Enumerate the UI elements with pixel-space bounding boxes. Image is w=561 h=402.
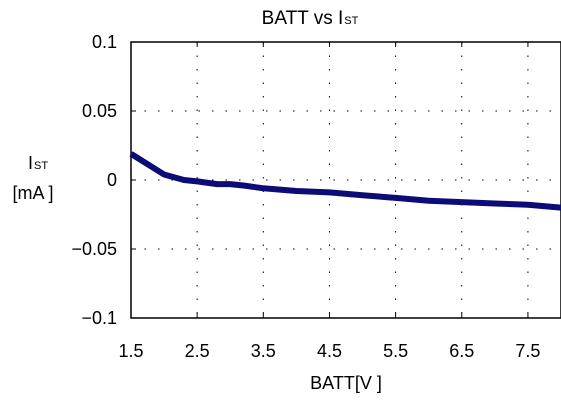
x-tick-label: 2.5	[185, 341, 210, 361]
chart-title-subscript: ST	[344, 15, 358, 27]
series-line	[129, 151, 561, 211]
y-tick-label: 0.05	[82, 101, 117, 121]
x-tick-label: 6.5	[449, 341, 474, 361]
chart-title-main: BATT vs I	[262, 8, 344, 29]
x-tick-label: 7.5	[515, 341, 540, 361]
chart-title: BATT vs IST	[262, 8, 359, 29]
y-tick-labels: 0.1 0.05 0 −0.05 −0.1	[71, 32, 117, 328]
series-group	[129, 151, 561, 211]
x-axis-label: BATT[V ]	[310, 373, 382, 393]
x-tick-label: 5.5	[383, 341, 408, 361]
y-tick-label: 0.1	[92, 32, 117, 52]
x-tick-labels: 1.5 2.5 3.5 4.5 5.5 6.5 7.5	[118, 341, 540, 361]
grid-lines	[131, 42, 561, 318]
x-tick-label: 1.5	[118, 341, 143, 361]
y-tick-label: 0	[107, 170, 117, 190]
y-axis-label-main: I	[28, 153, 33, 173]
y-tick-label: −0.1	[81, 308, 117, 328]
x-tick-label: 3.5	[251, 341, 276, 361]
x-tick-label: 4.5	[317, 341, 342, 361]
y-axis-label: IST	[28, 153, 48, 173]
y-axis-label-subscript: ST	[34, 160, 48, 172]
y-axis-unit: [mA ]	[12, 183, 53, 203]
y-tick-label: −0.05	[71, 239, 117, 259]
